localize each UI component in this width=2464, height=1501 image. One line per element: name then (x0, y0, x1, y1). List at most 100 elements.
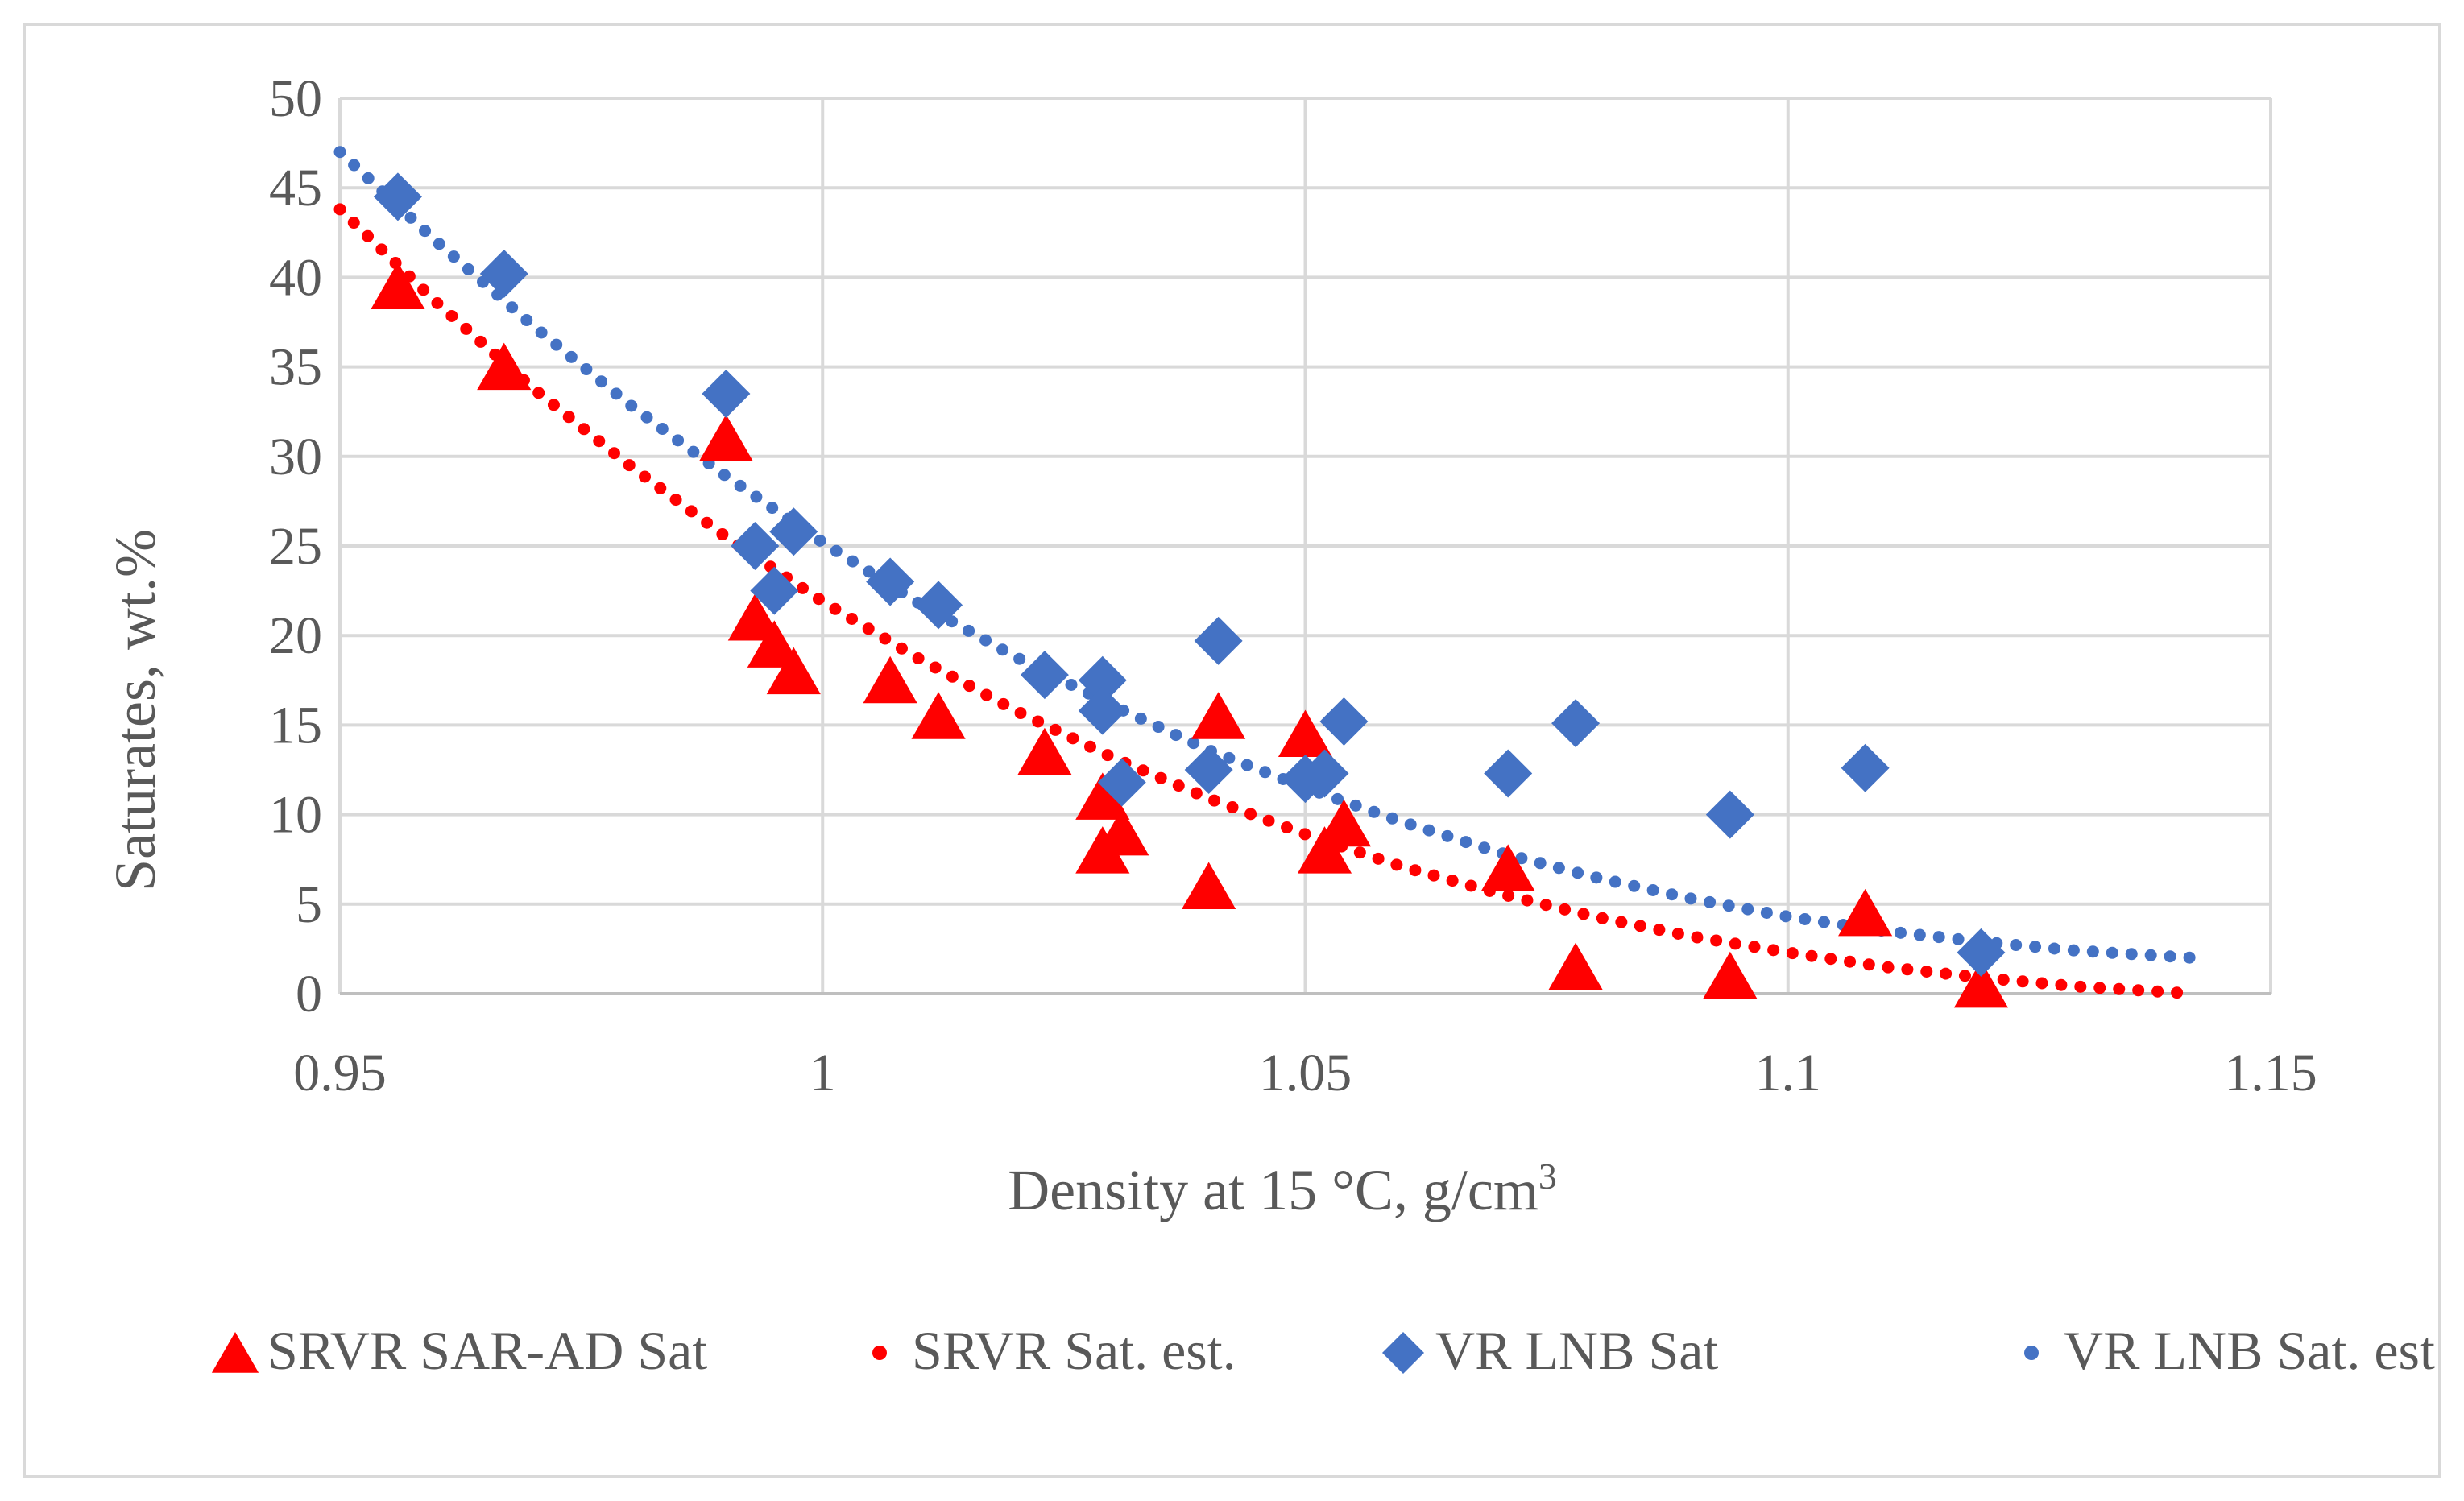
trend-dot (718, 469, 731, 482)
trend-dot (1552, 862, 1565, 875)
trend-dot (1634, 920, 1646, 932)
trend-dot (814, 534, 826, 547)
trend-dot (912, 652, 925, 665)
legend-item: VR LNB Sat. est (2024, 1320, 2435, 1381)
trend-dot (1172, 779, 1185, 792)
triangle-marker (1182, 862, 1236, 910)
trend-dot (2144, 949, 2157, 961)
trend-dot (750, 490, 763, 503)
triangle-marker (1297, 826, 1352, 874)
trend-dot (2183, 951, 2196, 964)
trend-dot (656, 423, 669, 436)
trend-dot (1722, 899, 1735, 912)
trend-dot (895, 642, 908, 655)
trend-dot (562, 411, 575, 424)
x-axis-title-superscript: 3 (1538, 1156, 1557, 1197)
trend-dot (829, 602, 842, 615)
trend-dot (1404, 818, 1417, 831)
triangle-marker (1191, 692, 1246, 739)
trend-dot (946, 670, 959, 683)
diamond-marker (1184, 746, 1233, 794)
trend-dot (1997, 974, 2010, 986)
trend-dot (963, 680, 975, 693)
trend-dot (1577, 908, 1590, 920)
y-tick-label: 50 (269, 69, 322, 128)
triangle-marker (747, 620, 801, 668)
trend-dot (580, 363, 593, 376)
trend-dot (1464, 879, 1477, 892)
y-tick-label: 40 (269, 248, 322, 307)
trend-dot (1729, 937, 1741, 950)
diamond-marker (1705, 790, 1754, 839)
trend-dot (462, 263, 474, 275)
trend-dot (1920, 965, 1933, 978)
trend-dot (474, 335, 487, 348)
trend-dot (669, 494, 682, 507)
trend-dot (1014, 707, 1027, 720)
gridlines (338, 97, 2272, 995)
y-tick-label: 35 (269, 338, 322, 397)
trend-dot (1741, 903, 1754, 916)
trendline-vr-lnb-sat-est (333, 146, 2196, 964)
trend-dot (1653, 924, 1666, 937)
trend-dot (1932, 931, 1945, 944)
trend-dot (1958, 970, 1971, 982)
diamond-marker (373, 172, 422, 221)
trend-dot (1298, 828, 1311, 841)
trend-dot (1353, 846, 1366, 859)
trend-dot (2055, 978, 2068, 991)
trend-dot (929, 661, 942, 674)
trend-dot (362, 229, 375, 242)
triangle-marker (1548, 942, 1603, 990)
trend-dot (532, 387, 545, 399)
diamond-marker (1300, 749, 1349, 798)
trend-dot (1065, 678, 1078, 691)
trend-dot (1534, 857, 1547, 870)
trend-dot (1385, 812, 1398, 825)
trend-dot (979, 634, 992, 647)
trend-dot (2125, 948, 2138, 961)
diamond-marker (1957, 928, 2006, 977)
trend-dot (1441, 829, 1454, 842)
trend-dot (1390, 858, 1403, 871)
triangle-marker (1017, 727, 1072, 775)
diamond-marker (702, 369, 751, 418)
trend-dot (1952, 932, 1965, 945)
trendline-srvr-sat-est- (333, 203, 2184, 999)
diamond-marker (750, 566, 799, 615)
diamond-marker (1841, 743, 1890, 792)
diamond-marker (1097, 758, 1146, 807)
trend-dot (1368, 805, 1381, 818)
trend-dot (1101, 749, 1114, 762)
diamond-marker (1551, 699, 1601, 748)
plot-area (333, 146, 2196, 1008)
legend: SRVR SAR-AD Sat SRVR Sat. est. VR LNB Sat V… (211, 1320, 2435, 1381)
trend-dot (1862, 958, 1875, 971)
legend-dot-icon (2024, 1346, 2039, 1360)
trend-dot (1628, 879, 1641, 892)
trend-dot (2067, 944, 2080, 957)
trend-dot (1748, 941, 1761, 953)
trend-dot (1572, 866, 1584, 879)
trend-dot (1882, 961, 1895, 974)
diamond-marker (479, 249, 528, 298)
trend-dot (1372, 852, 1385, 865)
trend-dot (1427, 869, 1440, 882)
trend-dot (997, 697, 1010, 710)
trend-dot (520, 314, 533, 327)
y-tick-label: 5 (296, 875, 322, 934)
trend-dot (672, 434, 685, 447)
series-vr-lnb-sat (373, 172, 2006, 977)
trend-dot (1083, 740, 1096, 753)
trend-dot (685, 505, 698, 518)
trend-dot (431, 297, 444, 310)
trend-dot (1422, 824, 1435, 837)
trend-dot (1913, 928, 1926, 941)
trend-dot (1262, 814, 1275, 827)
trend-dot (963, 624, 975, 637)
trend-dot (1515, 852, 1528, 865)
trend-dot (565, 350, 578, 363)
triangle-marker (1838, 888, 1893, 937)
trend-dot (1521, 894, 1534, 907)
trend-dot (863, 565, 876, 578)
